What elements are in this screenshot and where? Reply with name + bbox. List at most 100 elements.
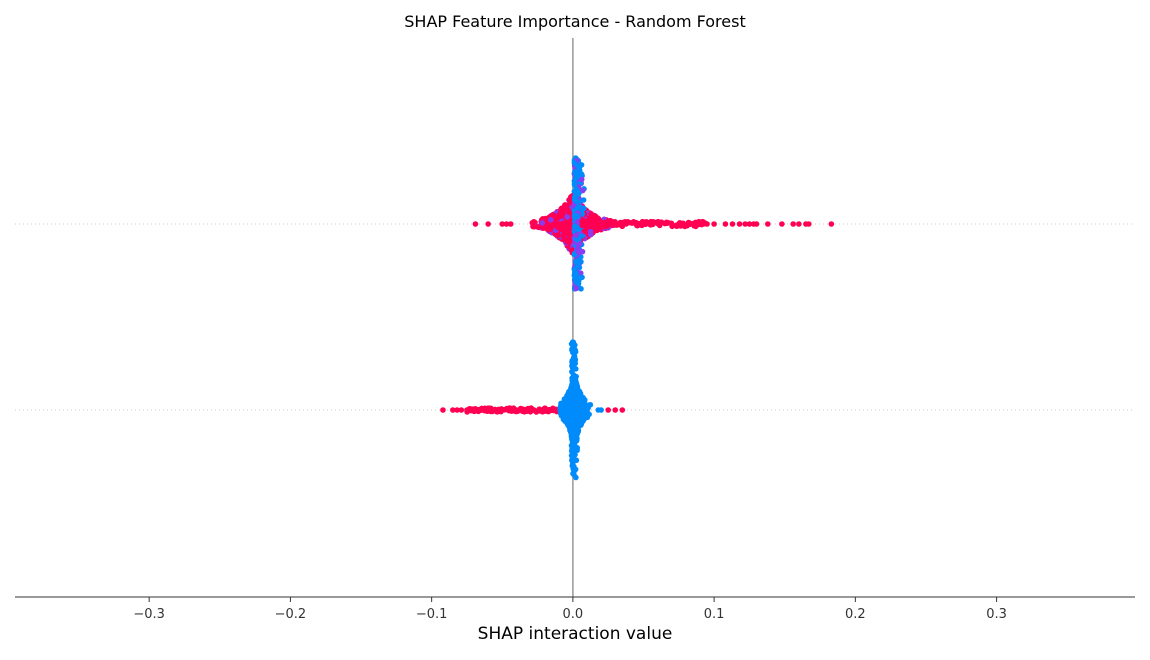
data-point (530, 223, 536, 230)
data-point (673, 223, 680, 230)
data-point (579, 411, 586, 417)
data-point (567, 223, 574, 230)
data-point (736, 221, 743, 227)
data-point (497, 406, 504, 413)
data-point (569, 448, 576, 454)
data-point (569, 368, 575, 375)
data-point (556, 221, 563, 228)
data-point (506, 405, 512, 412)
data-point (668, 220, 675, 227)
x-tick-label: 0.2 (845, 607, 866, 622)
data-point (573, 173, 580, 180)
data-point (578, 171, 585, 177)
data-point (568, 341, 575, 347)
data-point (570, 381, 577, 388)
data-point (574, 262, 581, 269)
x-tick-label: −0.1 (416, 607, 448, 622)
data-point (742, 221, 748, 227)
data-point (489, 408, 496, 415)
x-tick-label: 0.3 (986, 607, 1007, 622)
data-point (450, 407, 456, 413)
data-point (561, 403, 567, 410)
data-point (564, 214, 571, 220)
data-point (571, 160, 578, 166)
data-point (796, 221, 802, 227)
data-point (629, 220, 635, 226)
data-point (704, 221, 710, 227)
data-point (729, 221, 736, 227)
data-point (546, 407, 552, 413)
data-point (639, 222, 645, 229)
data-point (573, 212, 580, 219)
data-point (605, 407, 611, 413)
data-point (573, 285, 579, 292)
data-point (587, 401, 594, 408)
data-point (571, 195, 578, 202)
x-tick-label: 0.1 (704, 607, 725, 622)
data-point (539, 409, 546, 415)
data-point (569, 418, 576, 425)
data-point (561, 416, 567, 422)
data-point (596, 220, 603, 227)
data-point (440, 407, 446, 413)
data-point (577, 240, 583, 247)
x-tick-label: 0.0 (563, 607, 584, 622)
data-point (622, 219, 629, 225)
data-point (612, 407, 619, 413)
data-point (575, 190, 582, 197)
data-point (586, 411, 592, 418)
x-tick-label: −0.3 (133, 607, 165, 622)
data-point (454, 407, 460, 413)
data-point (598, 407, 604, 413)
data-point (571, 266, 578, 273)
data-point (576, 164, 583, 170)
data-point (562, 222, 568, 229)
data-point (587, 231, 594, 238)
data-point (572, 466, 579, 473)
data-point (578, 285, 584, 292)
data-point (573, 278, 580, 285)
data-point (588, 221, 595, 227)
data-point (746, 221, 753, 227)
data-point (472, 221, 479, 227)
data-point (572, 223, 579, 230)
data-point (563, 396, 570, 402)
data-point (803, 221, 809, 227)
data-point (572, 404, 579, 411)
data-point (649, 221, 656, 228)
data-point (458, 407, 465, 413)
data-point (579, 218, 585, 225)
data-point (464, 407, 470, 413)
data-point (569, 364, 576, 371)
data-point (750, 221, 757, 227)
data-point (561, 236, 568, 242)
data-point (526, 407, 533, 413)
data-point (590, 212, 597, 219)
data-point (572, 360, 579, 367)
data-point (569, 457, 575, 464)
data-point (779, 221, 785, 227)
data-point (550, 212, 556, 219)
data-point (571, 182, 578, 188)
data-point (578, 176, 585, 183)
data-point (569, 427, 575, 434)
data-point (569, 386, 575, 393)
data-point (573, 271, 580, 277)
data-point (556, 214, 562, 221)
data-point (692, 219, 699, 226)
x-tick-label: −0.2 (275, 607, 307, 622)
data-point (573, 414, 579, 420)
data-point (517, 406, 524, 413)
data-point (573, 474, 579, 481)
data-point (553, 406, 559, 413)
data-point (558, 208, 564, 215)
data-point (546, 226, 553, 233)
data-point (684, 222, 690, 229)
data-point (569, 399, 576, 405)
data-point (567, 233, 573, 240)
data-point (499, 221, 506, 227)
data-point (580, 187, 586, 194)
data-point (573, 232, 580, 239)
